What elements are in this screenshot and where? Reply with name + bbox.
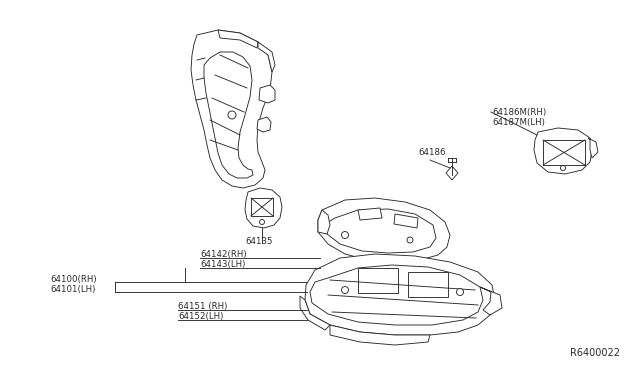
Text: 64143(LH): 64143(LH) (200, 260, 245, 269)
Text: 64135: 64135 (245, 237, 273, 246)
Polygon shape (245, 188, 282, 228)
Circle shape (561, 166, 566, 170)
Text: 64151 (RH): 64151 (RH) (178, 302, 227, 311)
Circle shape (456, 289, 463, 295)
Polygon shape (191, 30, 272, 188)
Bar (543, 140, 585, 165)
Polygon shape (318, 210, 330, 234)
Text: R6400022: R6400022 (570, 348, 620, 358)
Text: 64186: 64186 (418, 148, 445, 157)
Polygon shape (588, 138, 598, 158)
Polygon shape (330, 325, 430, 345)
Polygon shape (218, 30, 258, 48)
Circle shape (407, 237, 413, 243)
Polygon shape (318, 198, 450, 262)
Text: 64100(RH): 64100(RH) (50, 275, 97, 284)
Polygon shape (259, 85, 275, 103)
Circle shape (228, 111, 236, 119)
Circle shape (259, 219, 264, 224)
Polygon shape (534, 128, 592, 174)
Text: 64142(RH): 64142(RH) (200, 250, 246, 259)
Text: 64152(LH): 64152(LH) (178, 312, 223, 321)
Bar (251, 198, 273, 216)
Polygon shape (358, 208, 382, 220)
Text: 64187M(LH): 64187M(LH) (492, 118, 545, 127)
Polygon shape (300, 296, 330, 330)
Text: 64186M(RH): 64186M(RH) (492, 108, 546, 117)
Circle shape (342, 231, 349, 238)
Polygon shape (325, 209, 436, 253)
Polygon shape (394, 214, 418, 228)
Polygon shape (204, 52, 253, 178)
Polygon shape (310, 265, 483, 325)
Polygon shape (480, 287, 502, 315)
Text: 64101(LH): 64101(LH) (50, 285, 95, 294)
Polygon shape (258, 42, 275, 72)
Bar (408, 272, 448, 297)
Bar (358, 268, 398, 293)
Circle shape (342, 286, 349, 294)
Polygon shape (305, 254, 495, 335)
Polygon shape (257, 117, 271, 132)
